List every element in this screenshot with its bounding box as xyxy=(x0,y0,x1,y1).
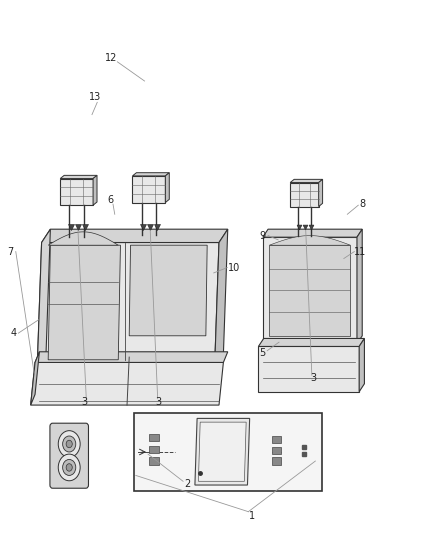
Text: 2: 2 xyxy=(184,479,190,489)
Bar xyxy=(134,413,322,491)
Bar xyxy=(149,434,159,441)
Text: 3: 3 xyxy=(81,397,88,407)
Circle shape xyxy=(66,440,72,448)
Text: 8: 8 xyxy=(360,199,366,208)
Text: 13: 13 xyxy=(89,92,102,102)
Polygon shape xyxy=(48,245,120,360)
Polygon shape xyxy=(133,173,169,176)
Polygon shape xyxy=(35,352,228,362)
Bar xyxy=(272,436,281,443)
Polygon shape xyxy=(31,362,223,405)
Polygon shape xyxy=(37,229,50,368)
Polygon shape xyxy=(60,175,97,179)
Polygon shape xyxy=(263,229,362,237)
Text: 12: 12 xyxy=(105,53,117,62)
Polygon shape xyxy=(290,182,318,206)
Polygon shape xyxy=(60,179,93,205)
Polygon shape xyxy=(31,352,39,405)
Polygon shape xyxy=(269,236,350,245)
FancyBboxPatch shape xyxy=(50,423,88,488)
Polygon shape xyxy=(48,232,118,245)
Polygon shape xyxy=(198,422,246,481)
Bar xyxy=(149,446,159,453)
Text: 4: 4 xyxy=(10,328,16,338)
Bar xyxy=(149,457,159,465)
Polygon shape xyxy=(129,245,207,336)
Polygon shape xyxy=(37,243,219,368)
Bar xyxy=(272,447,281,454)
Circle shape xyxy=(58,431,80,457)
Text: 6: 6 xyxy=(108,195,114,205)
Polygon shape xyxy=(258,346,359,392)
Circle shape xyxy=(63,459,76,475)
Text: 3: 3 xyxy=(155,397,162,407)
Polygon shape xyxy=(290,179,322,182)
Text: 3: 3 xyxy=(310,374,316,383)
Polygon shape xyxy=(359,338,364,392)
Polygon shape xyxy=(195,418,250,485)
Polygon shape xyxy=(318,179,322,206)
Text: 1: 1 xyxy=(249,511,255,521)
Text: 9: 9 xyxy=(260,231,266,240)
Bar xyxy=(272,457,281,465)
Polygon shape xyxy=(42,229,228,243)
Polygon shape xyxy=(269,245,350,336)
Polygon shape xyxy=(215,229,228,368)
Polygon shape xyxy=(93,175,97,205)
Polygon shape xyxy=(37,354,223,368)
Polygon shape xyxy=(133,176,166,203)
Polygon shape xyxy=(263,237,357,344)
Circle shape xyxy=(63,436,76,452)
Circle shape xyxy=(58,454,80,481)
Polygon shape xyxy=(258,338,364,346)
Text: 10: 10 xyxy=(228,263,240,272)
Circle shape xyxy=(66,464,72,471)
Text: 11: 11 xyxy=(354,247,366,256)
Text: 7: 7 xyxy=(7,247,14,256)
Text: 5: 5 xyxy=(259,349,265,358)
Polygon shape xyxy=(357,229,362,344)
Polygon shape xyxy=(166,173,169,203)
